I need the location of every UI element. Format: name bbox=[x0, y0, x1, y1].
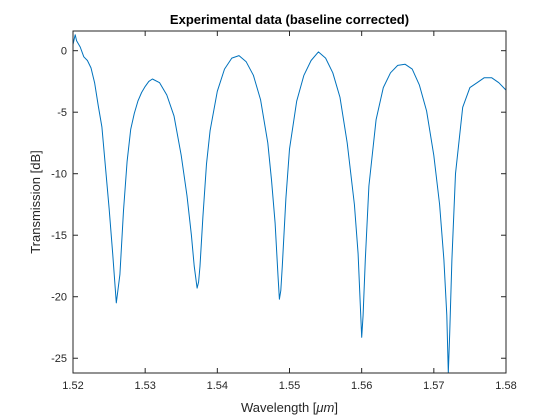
y-tick-label: -10 bbox=[51, 169, 67, 181]
y-tick-label: -5 bbox=[57, 107, 67, 119]
plot-area-frame bbox=[72, 30, 507, 374]
x-axis-label: Wavelength [μm] bbox=[241, 400, 338, 415]
x-tick-label: 1.52 bbox=[62, 380, 83, 392]
x-axis-label-unit: μm bbox=[315, 400, 334, 415]
x-tick-label: 1.53 bbox=[134, 380, 155, 392]
y-tick-label: 0 bbox=[61, 46, 67, 58]
y-axis-label: Transmission [dB] bbox=[28, 150, 43, 254]
plot-area-background bbox=[73, 31, 506, 373]
y-tick-label: -15 bbox=[51, 230, 67, 242]
x-axis-label-prefix: Wavelength [ bbox=[241, 400, 317, 415]
x-tick-label: 1.57 bbox=[423, 380, 444, 392]
y-axis-ticks: 0 -5 -10 -15 -20 -25 bbox=[51, 46, 506, 365]
x-tick-label: 1.56 bbox=[351, 380, 372, 392]
x-axis-label-suffix: ] bbox=[334, 400, 338, 415]
x-tick-label: 1.55 bbox=[279, 380, 300, 392]
y-tick-label: -25 bbox=[51, 353, 67, 365]
x-tick-label: 1.54 bbox=[207, 380, 228, 392]
chart-title: Experimental data (baseline corrected) bbox=[170, 12, 409, 27]
x-tick-label: 1.58 bbox=[495, 380, 516, 392]
y-tick-label: -20 bbox=[51, 292, 67, 304]
data-series-line bbox=[72, 34, 507, 374]
